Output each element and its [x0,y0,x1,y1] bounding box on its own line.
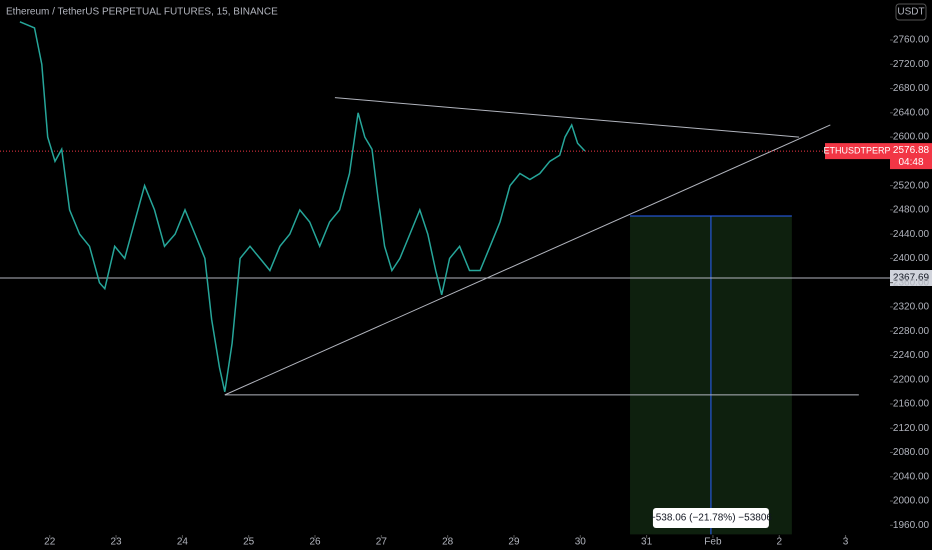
y-tick-label: 2520.00 [893,180,930,191]
trendline [224,124,831,396]
y-tick-label: 2320.00 [893,302,930,313]
y-tick-label: 2080.00 [893,447,930,458]
y-tick-label: 2200.00 [893,374,930,385]
x-tick-label: 30 [575,537,587,548]
price-tag [825,143,890,160]
last-price-tag [890,143,932,170]
x-tick-label: 25 [243,537,255,548]
y-tick-label: 1960.00 [893,520,930,531]
x-tick-label: 23 [110,537,122,548]
y-tick-label: 2640.00 [893,107,930,118]
x-tick-label: 31 [641,537,653,548]
x-tick-label: Feb [704,537,722,548]
y-tick-label: 2400.00 [893,253,930,264]
x-tick-label: 3 [843,537,849,548]
x-tick-label: 2 [776,537,782,548]
level-tag [890,269,932,286]
last-price-label: 2576.88 [893,145,930,156]
y-tick-label: 2040.00 [893,471,930,482]
position-label: −538.06 (−21.78%) −53806 [650,513,772,524]
y-tick-label: 2120.00 [893,423,930,434]
level-label: 2367.69 [893,273,930,284]
price-line [19,21,586,392]
countdown: 04:48 [898,157,923,168]
currency[interactable]: USDT [897,7,924,18]
y-tick-label: 2480.00 [893,205,930,216]
y-tick-label: 2000.00 [893,496,930,507]
trendline [334,97,800,138]
chart-title: Ethereum / TetherUS PERPETUAL FUTURES, 1… [6,7,278,18]
y-tick-label: 2760.00 [893,35,930,46]
x-tick-label: 22 [44,537,56,548]
x-tick-label: 29 [508,537,520,548]
y-tick-label: 2360.00 [893,277,930,288]
y-tick-label: 2440.00 [893,229,930,240]
y-tick-label: 2720.00 [893,59,930,70]
price-tag-name: ETHUSDTPERP [823,145,890,155]
y-tick-label: 2160.00 [893,399,930,410]
y-tick-label: 2600.00 [893,132,930,143]
currency-box[interactable] [895,3,927,21]
position-label-box [652,508,769,528]
x-tick-label: 24 [177,537,189,548]
x-tick-label: 26 [309,537,321,548]
y-tick-label: 2240.00 [893,350,930,361]
y-tick-label: 2680.00 [893,83,930,94]
x-tick-label: 27 [376,537,388,548]
x-tick-label: 28 [442,537,454,548]
y-tick-label: 2280.00 [893,326,930,337]
